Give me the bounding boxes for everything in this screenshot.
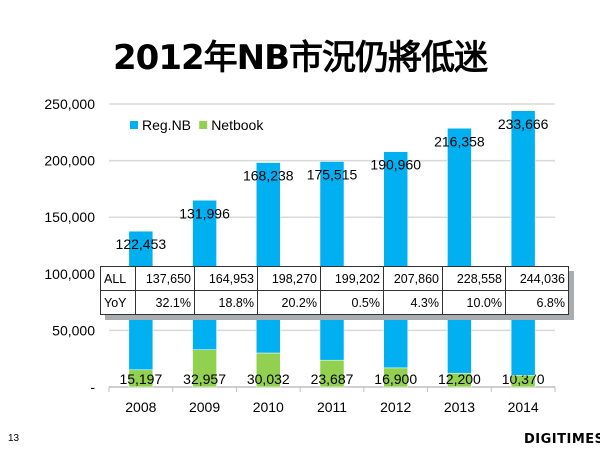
bar-reg-nb-2010 [256,162,281,354]
y-tick-label: 150,000 [44,209,95,225]
table-cell: 207,860 [383,266,443,291]
data-label: 216,358 [434,133,485,149]
data-label: 233,666 [498,116,549,132]
y-tick-label: 50,000 [52,322,95,338]
y-tick-label: - [90,379,95,395]
table-cell: 32.1% [135,290,195,315]
table-row-yoy: YoY 32.1% 18.8% 20.2% 0.5% 4.3% 10.0% 6.… [100,290,569,315]
data-label: 32,957 [183,371,226,387]
x-tick-label: 2009 [189,399,220,415]
bar-reg-nb-2011 [319,161,345,361]
data-label: 12,200 [438,371,481,387]
table-cell: 0.5% [320,290,384,315]
x-tick-label: 2010 [253,399,284,415]
table-cell: 18.8% [194,290,258,315]
slide-title: 2012年NB市況仍將低迷 [113,38,488,78]
bar-reg-nb-2014 [510,110,536,376]
bar-netbook-2010 [256,352,281,388]
legend-swatch-reg-nb [130,121,138,129]
bar-reg-nb-2013 [447,128,472,374]
digitimes-logo: DIGITIMES [524,432,600,447]
bar-netbook-2011 [319,359,345,388]
data-label: 122,453 [116,236,167,252]
legend-label: Reg.NB [142,117,191,133]
y-tick-label: 250,000 [44,96,95,112]
data-label: 175,515 [307,167,358,183]
data-label: 131,996 [179,205,230,221]
table-row-all: ALL 137,650 164,953 198,270 199,202 207,… [100,266,569,291]
legend-label: Netbook [211,117,264,133]
table-cell: 198,270 [257,266,321,291]
data-label: 16,900 [374,371,417,387]
row-label: ALL [100,266,136,291]
data-label: 190,960 [370,157,421,173]
data-label: 23,687 [311,371,354,387]
table-cell: 10.0% [442,290,506,315]
data-label: 30,032 [247,371,290,387]
y-tick-label: 200,000 [44,153,95,169]
table-cell: 137,650 [135,266,195,291]
page-number: 13 [8,433,20,444]
summary-table: ALL 137,650 164,953 198,270 199,202 207,… [100,266,569,315]
y-tick-label: 100,000 [44,266,95,282]
bar-reg-nb-2012 [383,151,408,369]
legend-swatch-netbook [199,121,208,129]
table-cell: 4.3% [383,290,443,315]
x-tick-label: 2011 [317,399,347,415]
table-cell: 6.8% [505,290,569,315]
table-cell: 20.2% [257,290,321,315]
data-label: 15,197 [119,371,162,387]
table-cell: 199,202 [320,266,384,291]
x-tick-label: 2012 [380,399,411,415]
x-tick-label: 2013 [444,399,475,415]
bar-netbook-2009 [192,349,217,388]
table-cell: 244,036 [505,266,569,291]
table-cell: 164,953 [194,266,258,291]
x-tick-label: 2008 [125,399,156,415]
data-label: 168,238 [243,168,294,184]
table-cell: 228,558 [442,266,506,291]
x-tick-label: 2014 [508,399,539,415]
row-label: YoY [100,290,136,315]
